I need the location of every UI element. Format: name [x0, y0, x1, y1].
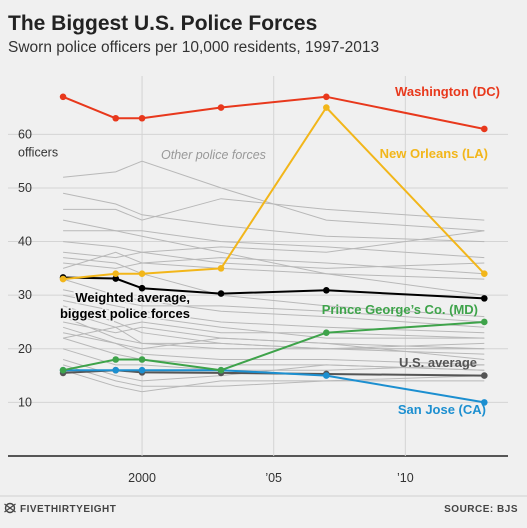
data-point — [59, 93, 67, 101]
data-point — [217, 265, 225, 272]
data-point — [59, 366, 67, 374]
series-line — [63, 369, 485, 404]
series-new-orleans-la — [59, 104, 488, 283]
y-tick-label: 40 — [18, 235, 32, 249]
label-prince-georges-co-md: Prince George’s Co. (MD) — [322, 302, 478, 317]
label-weighted-average-text: Weighted average, biggest police forces — [60, 290, 190, 321]
data-point — [323, 329, 330, 336]
data-point — [112, 114, 120, 122]
other-force-line — [63, 230, 485, 259]
chart-subtitle: Sworn police officers per 10,000 residen… — [8, 39, 379, 56]
data-point — [323, 93, 330, 101]
data-point — [112, 366, 120, 374]
label-san-jose-ca: San Jose (CA) — [398, 402, 486, 417]
series-washington-dc — [59, 93, 488, 133]
other-force-line — [63, 198, 485, 221]
x-tick-label: ’05 — [265, 471, 282, 485]
label-us-average: U.S. average — [399, 355, 477, 370]
data-point — [59, 275, 67, 283]
series-line — [62, 321, 485, 372]
other-force-line — [63, 192, 485, 243]
other-force-line — [62, 251, 485, 275]
other-police-forces-lines — [62, 160, 485, 393]
label-new-orleans-la: New Orleans (LA) — [380, 146, 488, 161]
data-point — [112, 270, 120, 278]
label-line: Weighted average, — [75, 290, 190, 305]
y-tick-label: 30 — [18, 288, 32, 302]
series-line — [62, 106, 486, 281]
other-force-line — [63, 257, 485, 318]
x-tick-label: ’10 — [397, 471, 414, 485]
other-forces-label: Other police forces — [161, 148, 266, 162]
highlighted-series — [59, 93, 488, 406]
other-force-line — [63, 241, 485, 269]
data-point — [112, 356, 120, 363]
series-line — [63, 276, 485, 300]
footer-brand: FIVETHIRTYEIGHT — [20, 504, 116, 515]
data-point — [138, 270, 146, 278]
x-axis: 2000 ’05 ’10 — [128, 471, 414, 485]
data-point — [138, 366, 146, 374]
data-point — [217, 104, 225, 111]
fivethirtyeight-logo-icon — [4, 502, 16, 514]
chart-title: The Biggest U.S. Police Forces — [8, 12, 317, 35]
other-force-line — [62, 359, 485, 382]
footer: FIVETHIRTYEIGHT SOURCE: BJS — [0, 495, 527, 515]
other-force-line — [62, 326, 485, 360]
other-force-line — [62, 310, 485, 355]
label-weighted-average: Weighted average, biggest police forces — [58, 289, 191, 323]
data-point — [481, 318, 488, 326]
other-force-line — [63, 219, 485, 296]
data-point — [481, 372, 488, 379]
other-force-line — [62, 305, 485, 350]
series-labels: Other police forces Washington (DC) New … — [58, 84, 500, 417]
y-unit-label: officers — [18, 145, 58, 159]
other-force-line — [63, 321, 485, 350]
data-point — [481, 125, 488, 133]
series-prince-george-s-co-md — [59, 318, 488, 374]
data-point — [217, 290, 225, 297]
data-point — [323, 104, 330, 111]
other-force-line — [62, 321, 485, 339]
other-force-line — [63, 160, 485, 232]
other-force-line — [63, 332, 485, 366]
data-point — [481, 399, 488, 406]
label-washington-dc: Washington (DC) — [395, 84, 500, 99]
y-tick-label: 60 — [18, 127, 32, 141]
footer-source: SOURCE: BJS — [444, 504, 518, 515]
other-force-line — [62, 300, 485, 339]
label-line: biggest police forces — [60, 306, 190, 321]
data-point — [217, 366, 225, 374]
other-force-line — [63, 289, 485, 323]
data-point — [138, 356, 146, 363]
y-tick-label: 50 — [18, 181, 32, 195]
data-point — [481, 270, 488, 278]
series-line — [62, 95, 485, 130]
series-weighted-average-biggest-police-forces — [59, 274, 488, 302]
other-force-line — [63, 294, 485, 334]
y-axis: 10 20 30 40 50 60 officers — [18, 127, 58, 409]
y-tick-label: 20 — [18, 342, 32, 356]
data-point — [138, 284, 146, 292]
other-force-line — [63, 262, 485, 280]
y-tick-label: 10 — [18, 395, 32, 409]
data-point — [481, 295, 488, 302]
x-tick-label: 2000 — [128, 471, 156, 485]
data-point — [112, 275, 120, 282]
data-point — [323, 287, 330, 294]
data-point — [323, 372, 330, 379]
data-point — [138, 114, 146, 122]
